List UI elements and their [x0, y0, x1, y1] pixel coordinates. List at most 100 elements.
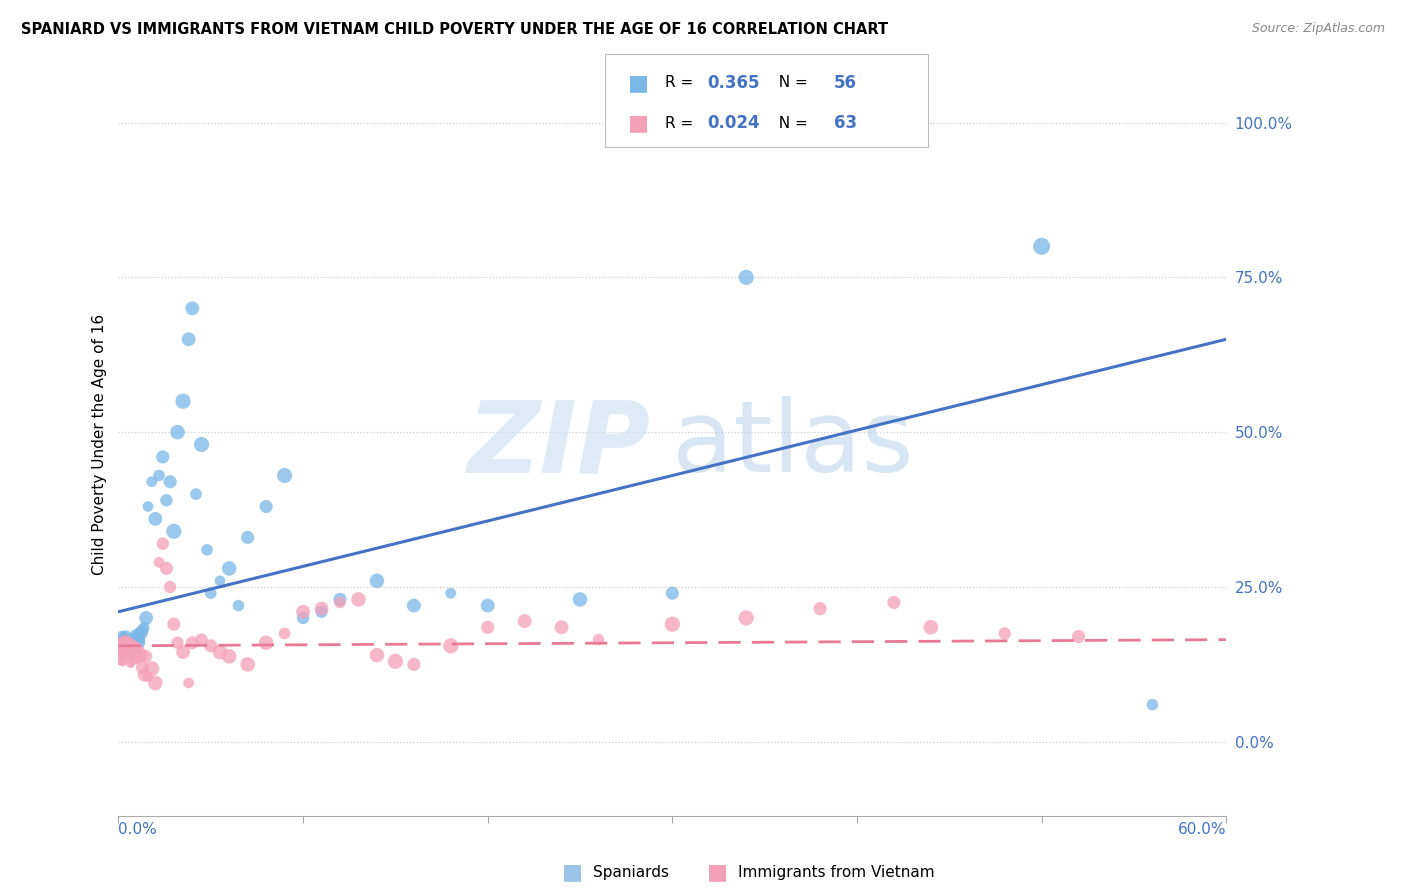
Point: [124, 634, 146, 648]
Point: [118, 632, 141, 647]
Point: [402, 599, 425, 613]
Point: [114, 639, 136, 653]
Point: [121, 647, 143, 661]
Point: [920, 620, 942, 634]
Point: [883, 595, 905, 609]
Point: [166, 636, 188, 650]
Point: [114, 633, 136, 648]
Point: [112, 639, 135, 653]
Text: R =: R =: [665, 116, 699, 130]
Point: [136, 670, 159, 684]
Point: [134, 668, 156, 682]
Point: [1031, 239, 1053, 253]
Point: [121, 637, 143, 651]
Point: [128, 645, 150, 659]
Point: [125, 630, 148, 644]
Point: [122, 639, 145, 653]
Point: [808, 131, 831, 145]
Text: ■: ■: [628, 113, 650, 133]
Point: [114, 639, 136, 653]
Point: [1067, 630, 1090, 644]
Point: [129, 648, 152, 662]
Text: 0.365: 0.365: [707, 74, 759, 92]
Point: [111, 636, 134, 650]
Point: [155, 561, 177, 575]
Point: [122, 639, 145, 653]
Point: [112, 643, 135, 657]
Text: ■: ■: [707, 863, 728, 882]
Point: [208, 645, 231, 659]
Point: [181, 636, 204, 650]
Point: [218, 561, 240, 575]
Point: [208, 574, 231, 588]
Point: [117, 643, 139, 657]
Point: [110, 640, 132, 654]
Point: [994, 626, 1017, 640]
Point: [112, 629, 135, 643]
Point: [110, 633, 132, 648]
Point: [121, 634, 143, 648]
Point: [311, 601, 333, 615]
Point: [112, 637, 135, 651]
Point: [108, 640, 131, 655]
Point: [808, 601, 831, 615]
Point: [120, 641, 142, 656]
Point: [110, 646, 132, 660]
Point: [112, 634, 135, 648]
Point: [111, 640, 134, 655]
Point: [273, 626, 295, 640]
Text: SPANIARD VS IMMIGRANTS FROM VIETNAM CHILD POVERTY UNDER THE AGE OF 16 CORRELATIO: SPANIARD VS IMMIGRANTS FROM VIETNAM CHIL…: [21, 22, 889, 37]
Point: [108, 640, 131, 654]
Text: 0.0%: 0.0%: [118, 822, 157, 838]
Text: atlas: atlas: [672, 396, 914, 493]
Point: [125, 653, 148, 667]
Point: [236, 531, 259, 545]
Point: [120, 641, 142, 656]
Point: [111, 639, 134, 653]
Point: [292, 611, 315, 625]
Point: [141, 662, 163, 676]
Text: N =: N =: [769, 76, 813, 90]
Point: [120, 643, 142, 657]
Point: [195, 542, 218, 557]
Point: [125, 642, 148, 657]
Point: [124, 640, 146, 655]
Point: [159, 475, 181, 489]
Point: [513, 614, 536, 628]
Point: [118, 639, 141, 653]
Point: [114, 630, 136, 644]
Point: [347, 592, 370, 607]
Point: [117, 641, 139, 656]
Text: N =: N =: [769, 116, 813, 130]
Point: [181, 301, 204, 316]
Point: [120, 637, 142, 651]
Point: [135, 611, 157, 625]
Point: [112, 632, 135, 647]
Point: [128, 636, 150, 650]
Point: [661, 617, 683, 632]
Point: [128, 650, 150, 665]
Point: [292, 605, 315, 619]
Point: [172, 394, 194, 409]
Point: [131, 624, 153, 638]
Point: [177, 676, 200, 690]
Point: [117, 636, 139, 650]
Point: [125, 653, 148, 667]
Point: [117, 637, 139, 651]
Point: [200, 639, 222, 653]
Point: [163, 617, 186, 632]
Point: [122, 631, 145, 645]
Point: [120, 643, 142, 657]
Point: [121, 657, 143, 671]
Point: [114, 632, 136, 647]
Text: 56: 56: [834, 74, 856, 92]
Point: [118, 657, 141, 671]
Point: [254, 500, 277, 514]
Point: [148, 468, 170, 483]
Point: [172, 645, 194, 659]
Point: [114, 645, 136, 659]
Point: [166, 425, 188, 439]
Point: [114, 640, 136, 654]
Point: [122, 632, 145, 647]
Point: [122, 651, 145, 665]
